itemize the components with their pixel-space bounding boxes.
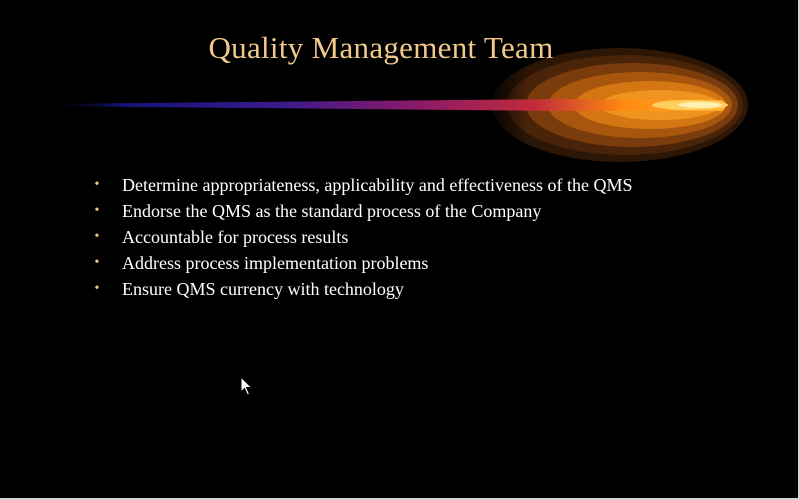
bullet-text: Address process implementation problems [122,253,429,273]
bullet-icon: • [94,255,100,270]
bullet-icon: • [94,229,100,244]
arrow-pointer-icon [240,376,253,396]
comet-swoosh-icon [40,40,748,170]
bullet-text: Accountable for process results [122,227,349,247]
bullet-icon: • [94,177,100,192]
list-item: • Ensure QMS currency with technology [90,278,670,300]
bullet-icon: • [94,203,100,218]
list-item: • Accountable for process results [90,226,670,248]
bullet-text: Determine appropriateness, applicability… [122,175,633,195]
bullet-text: Endorse the QMS as the standard process … [122,201,542,221]
list-item: • Determine appropriateness, applicabili… [90,174,670,196]
bullet-list: • Determine appropriateness, applicabili… [90,174,670,304]
bullet-icon: • [94,281,100,296]
list-item: • Endorse the QMS as the standard proces… [90,200,670,222]
bullet-text: Ensure QMS currency with technology [122,279,404,299]
list-item: • Address process implementation problem… [90,252,670,274]
slide-title: Quality Management Team [208,30,554,65]
